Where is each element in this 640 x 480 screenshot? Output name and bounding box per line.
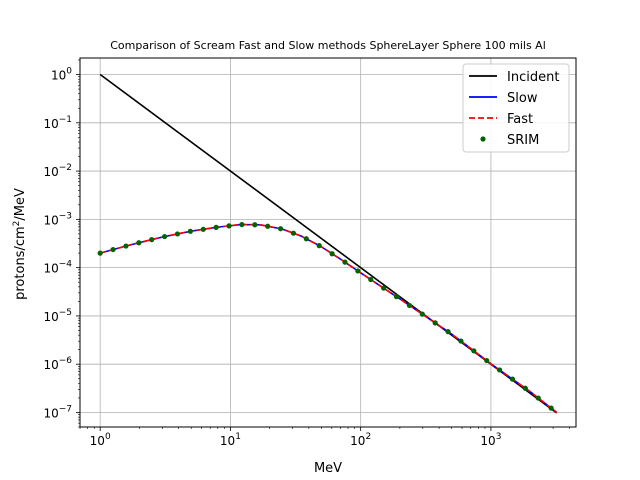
srim-point: [187, 228, 193, 234]
srim-point: [432, 320, 438, 326]
legend: Incident Slow Fast SRIM: [462, 63, 570, 153]
srim-point: [226, 223, 232, 229]
srim-point: [509, 376, 516, 382]
srim-point: [329, 251, 335, 257]
srim-point: [149, 237, 155, 243]
srim-point: [290, 230, 297, 236]
srim-point: [393, 294, 400, 300]
srim-point: [497, 367, 503, 373]
y-tick-label: 10−4: [43, 260, 72, 276]
srim-point: [548, 405, 554, 411]
srim-point: [213, 224, 219, 230]
srim-point: [355, 268, 361, 274]
legend-srim-label: SRIM: [507, 133, 539, 148]
x-tick-label: 100: [90, 432, 111, 448]
srim-point: [123, 243, 129, 249]
legend-incident-label: Incident: [507, 70, 559, 85]
y-tick-label: 10−2: [43, 163, 72, 179]
y-tick-label: 10−1: [43, 115, 72, 131]
srim-point: [97, 250, 103, 256]
srim-point: [445, 329, 451, 335]
legend-srim-marker: [480, 136, 486, 142]
legend-slow-label: Slow: [507, 91, 538, 106]
y-axis-label-tail: /MeV: [13, 188, 28, 221]
srim-point: [303, 236, 309, 242]
srim-point: [239, 221, 245, 228]
x-tick-label: 102: [350, 432, 371, 448]
x-axis-label: MeV: [314, 461, 342, 476]
srim-point: [316, 243, 322, 249]
srim-point: [342, 259, 348, 265]
srim-point: [381, 285, 387, 291]
y-tick-label: 10−7: [43, 404, 72, 420]
y-axis-label-main: protons/cm: [13, 226, 28, 300]
srim-point: [368, 276, 374, 283]
x-tick-label: 101: [220, 432, 241, 448]
srim-point: [110, 246, 116, 253]
fast-line: [99, 223, 558, 414]
srim-point: [535, 395, 541, 401]
y-axis-label-sup: 2: [12, 221, 22, 227]
srim-point: [419, 311, 425, 317]
y-tick-label: 10−5: [43, 308, 72, 324]
srim-point: [200, 226, 206, 232]
y-tick-label: 10−6: [43, 356, 72, 372]
chart-title: Comparison of Scream Fast and Slow metho…: [110, 39, 546, 52]
srim-point: [252, 222, 258, 228]
srim-point: [471, 348, 477, 354]
srim-point: [484, 357, 490, 364]
srim-point: [161, 233, 168, 240]
plot-area: 100 101 102 103 100 10−1 10−2 10−3 10−4 10−5 10−6 1…: [43, 57, 577, 448]
srim-point: [265, 223, 271, 229]
srim-point: [458, 338, 464, 344]
y-tick-label: 10−3: [43, 211, 72, 227]
x-tick-label: 103: [480, 432, 501, 448]
legend-box: [462, 63, 570, 153]
srim-point: [136, 240, 142, 246]
srim-point: [522, 385, 528, 391]
y-axis-label: protons/cm2/MeV: [12, 188, 28, 300]
axes-frame: [79, 57, 577, 428]
srim-point: [174, 231, 181, 237]
srim-point: [406, 302, 413, 309]
y-tick-label: 100: [51, 67, 72, 83]
srim-point: [277, 226, 284, 232]
legend-fast-label: Fast: [507, 112, 533, 127]
